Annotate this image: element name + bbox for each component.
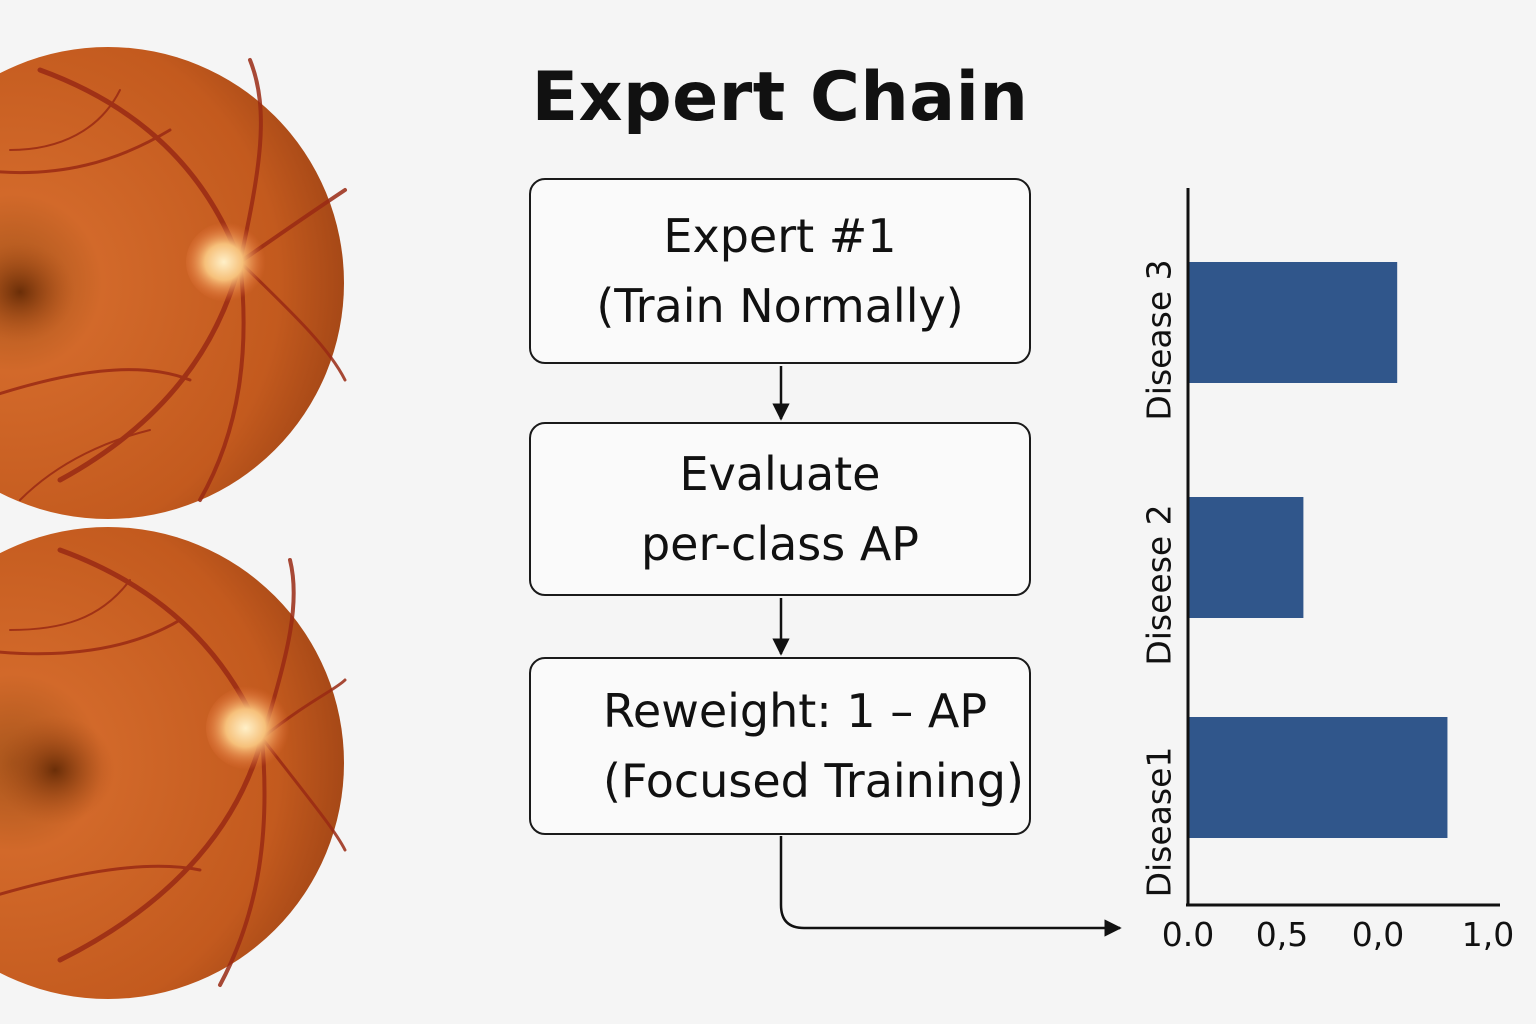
step-3-subtitle: (Focused Training)	[603, 754, 1024, 808]
step-evaluate-box: Evaluate per-class AP	[529, 422, 1031, 596]
bar-0	[1189, 262, 1398, 383]
flow-arrow-to-chart	[779, 836, 1122, 937]
bar-1	[1189, 497, 1304, 618]
y-tick-label-1: Diseese 2	[1139, 504, 1179, 666]
retina-fundus-image-bottom	[0, 527, 347, 999]
x-tick-label-1: 0,5	[1255, 915, 1309, 954]
step-reweight-box: Reweight: 1 – AP (Focused Training)	[529, 657, 1031, 835]
step-2-subtitle: per-class AP	[640, 517, 920, 571]
y-tick-label-2: Disease1	[1139, 746, 1179, 898]
y-tick-label-0: Disease 3	[1139, 259, 1179, 421]
step-2-title: Evaluate	[679, 447, 881, 501]
retina-fundus-image-top	[0, 47, 347, 519]
x-tick-label-3: 1,0	[1461, 915, 1515, 954]
x-tick-label-0: 0.0	[1161, 915, 1215, 954]
step-1-title: Expert #1	[663, 209, 897, 263]
bar-2	[1189, 717, 1448, 838]
page-title: Expert Chain	[531, 58, 1029, 137]
x-tick-label-2: 0,0	[1351, 915, 1405, 954]
step-train-expert-box: Expert #1 (Train Normally)	[529, 178, 1031, 364]
step-1-subtitle: (Train Normally)	[596, 279, 964, 333]
step-3-title: Reweight: 1 – AP	[603, 684, 988, 738]
